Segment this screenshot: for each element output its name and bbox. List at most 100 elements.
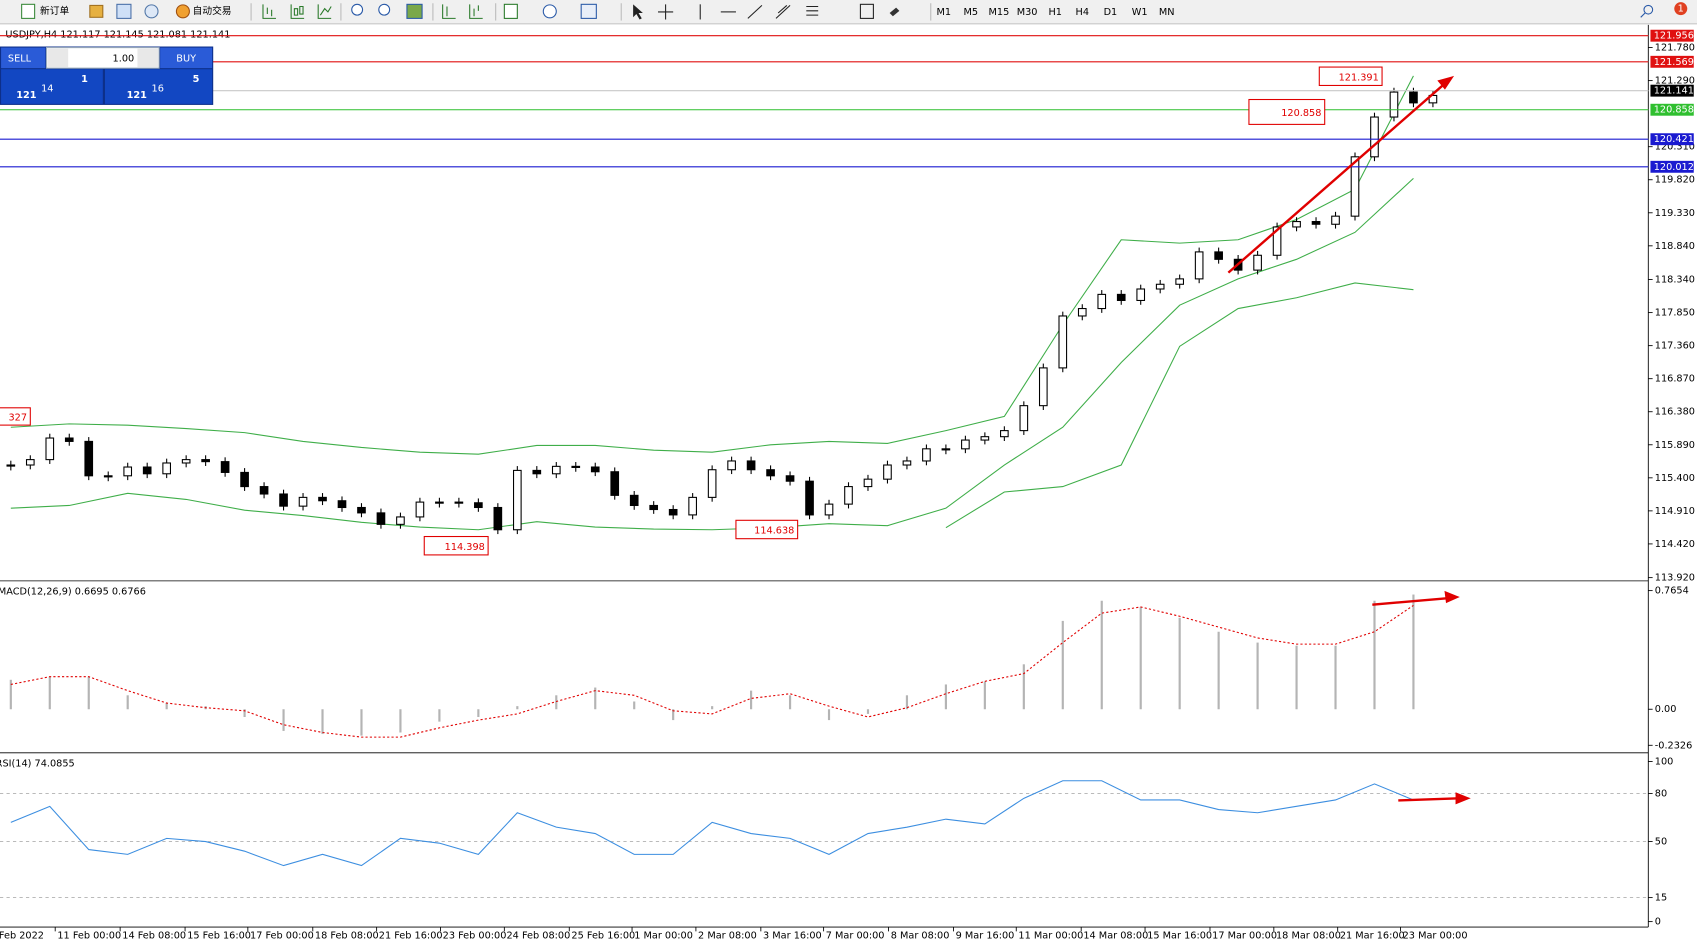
line-chart-icon[interactable]: [317, 4, 332, 19]
macd-bar: [983, 681, 986, 710]
macd-bar: [516, 706, 519, 710]
auto-trading-icon[interactable]: [175, 4, 190, 19]
timeframe-button[interactable]: H1: [1048, 7, 1062, 18]
icon[interactable]: [89, 4, 104, 18]
x-tick-label: 23 Mar 00:00: [1403, 931, 1468, 940]
timeframe-button[interactable]: H4: [1076, 7, 1090, 18]
sell-button[interactable]: [1, 47, 46, 69]
y-tick-label: 115.400: [1655, 473, 1695, 484]
candle-body: [980, 436, 990, 441]
shapes-icon[interactable]: [889, 7, 900, 17]
candle-body: [551, 465, 561, 475]
x-tick-label: 21 Feb 16:00: [379, 931, 443, 940]
search-icon[interactable]: [1643, 4, 1654, 15]
macd-bar: [1373, 600, 1376, 710]
x-tick-label: 2 Mar 08:00: [698, 931, 757, 940]
price-annotation-box: [1318, 66, 1383, 86]
lot-up[interactable]: [137, 48, 159, 68]
zoom-in-icon[interactable]: [351, 3, 364, 16]
buy-price-main[interactable]: 16: [152, 84, 164, 95]
x-tick-label: 18 Feb 08:00: [315, 931, 379, 940]
x-tick-label: 15 Mar 16:00: [1147, 931, 1212, 940]
cursor-icon[interactable]: [633, 4, 643, 20]
candle-body: [766, 469, 775, 477]
lot-down[interactable]: [47, 48, 69, 68]
candle-body: [84, 440, 94, 477]
candle-body: [279, 493, 288, 507]
tile-icon[interactable]: [406, 3, 423, 19]
sell-label[interactable]: SELL: [8, 53, 32, 64]
macd-bar: [905, 695, 909, 710]
buy-price-sup[interactable]: 5: [193, 74, 200, 85]
zoom-out-icon[interactable]: [378, 3, 391, 16]
timeframe-button[interactable]: MN: [1159, 7, 1175, 18]
candle-body: [415, 501, 425, 518]
x-tick-label: 21 Mar 16:00: [1340, 931, 1405, 940]
macd-bar: [399, 709, 402, 733]
new-order-button[interactable]: 新订单: [40, 4, 69, 17]
lot-input[interactable]: [45, 47, 160, 69]
macd-tick-label: 0.7654: [1655, 586, 1689, 597]
search-icon[interactable]: [1640, 12, 1646, 18]
fibo-icon[interactable]: [806, 5, 819, 16]
template-icon[interactable]: [580, 3, 597, 19]
timeframe-button[interactable]: M1: [936, 7, 951, 18]
price-annotation: 121.391: [1339, 72, 1379, 83]
icon[interactable]: [469, 4, 483, 19]
lot-value[interactable]: 1.00: [113, 53, 135, 64]
macd-bar: [944, 684, 947, 710]
candle-body: [1019, 405, 1029, 432]
candle-body: [220, 461, 230, 473]
buy-price-big[interactable]: 121: [127, 90, 148, 101]
trendline-icon[interactable]: [747, 5, 763, 19]
sell-price-sup[interactable]: 1: [81, 74, 88, 85]
macd-bar: [1061, 620, 1064, 710]
macd-tick-label: 0.00: [1655, 704, 1677, 715]
buy-price-box[interactable]: [104, 69, 213, 104]
sell-price-main[interactable]: 14: [41, 84, 53, 95]
candle-body: [824, 503, 834, 516]
macd-bar: [866, 709, 870, 714]
level-label: 120.012: [1654, 162, 1694, 173]
sell-price-big[interactable]: 121: [16, 90, 37, 101]
icon[interactable]: [442, 4, 456, 19]
candle-icon[interactable]: [290, 4, 305, 19]
bar-chart-icon[interactable]: [262, 4, 276, 19]
timeframe-button[interactable]: M5: [964, 7, 979, 18]
timeframe-button[interactable]: M30: [1017, 7, 1038, 18]
sell-price-box[interactable]: [1, 69, 103, 104]
crosshair-icon[interactable]: [658, 4, 674, 20]
macd-bar: [126, 695, 129, 710]
new-order-icon[interactable]: [21, 3, 36, 19]
level-tag: [1650, 84, 1694, 97]
buy-label[interactable]: BUY: [176, 53, 196, 64]
alert-badge[interactable]: [1674, 2, 1688, 16]
x-tick-label: 3 Mar 16:00: [763, 931, 822, 940]
period-icon[interactable]: [542, 4, 557, 19]
y-tick-label: 114.910: [1655, 506, 1695, 517]
alert-count: 1: [1678, 4, 1684, 15]
candle-body: [571, 465, 581, 468]
x-tick-label: 24 Feb 08:00: [507, 931, 571, 940]
timeframe-button[interactable]: M15: [989, 7, 1010, 18]
band-line: [10, 177, 1414, 531]
timeframe-button[interactable]: D1: [1104, 7, 1118, 18]
candle-body: [512, 469, 522, 531]
indicators-icon[interactable]: [503, 3, 518, 19]
y-tick-label: 113.920: [1655, 573, 1695, 584]
buy-button[interactable]: [160, 47, 213, 69]
x-tick-label: 14 Mar 08:00: [1083, 931, 1148, 940]
x-tick-label: Feb 2022: [0, 931, 44, 940]
icon[interactable]: [116, 3, 132, 19]
level-label: 121.141: [1654, 86, 1694, 97]
candle-body: [1136, 288, 1146, 301]
text-label-icon[interactable]: [859, 3, 874, 19]
icon[interactable]: [144, 4, 159, 19]
candle-body: [103, 475, 113, 478]
arrow-head: [1455, 792, 1471, 805]
timeframe-button[interactable]: W1: [1132, 7, 1148, 18]
auto-trading-button[interactable]: 自动交易: [193, 4, 232, 17]
channel-icon[interactable]: [775, 5, 791, 19]
price-annotation: 327: [8, 413, 27, 424]
